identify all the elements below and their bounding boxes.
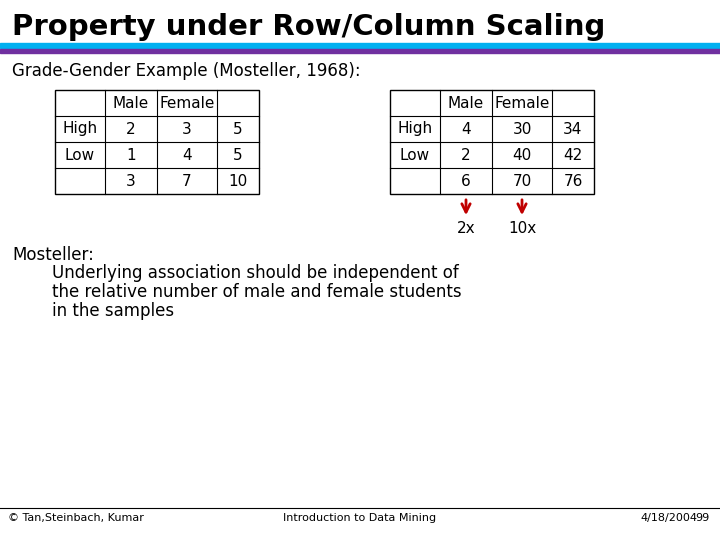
Text: in the samples: in the samples bbox=[52, 302, 174, 320]
Text: 30: 30 bbox=[513, 122, 531, 137]
Text: 1: 1 bbox=[126, 147, 136, 163]
Text: 3: 3 bbox=[126, 173, 136, 188]
Text: 42: 42 bbox=[563, 147, 582, 163]
Text: the relative number of male and female students: the relative number of male and female s… bbox=[52, 283, 462, 301]
Text: Grade-Gender Example (Mosteller, 1968):: Grade-Gender Example (Mosteller, 1968): bbox=[12, 62, 361, 80]
Text: Female: Female bbox=[495, 96, 549, 111]
Text: 5: 5 bbox=[233, 122, 243, 137]
Text: High: High bbox=[63, 122, 98, 137]
Text: Female: Female bbox=[159, 96, 215, 111]
Text: Introduction to Data Mining: Introduction to Data Mining bbox=[284, 513, 436, 523]
Text: 10x: 10x bbox=[508, 221, 536, 236]
Text: Low: Low bbox=[400, 147, 430, 163]
Text: 4: 4 bbox=[462, 122, 471, 137]
Text: 7: 7 bbox=[182, 173, 192, 188]
Text: Mosteller:: Mosteller: bbox=[12, 246, 94, 264]
Text: 3: 3 bbox=[182, 122, 192, 137]
Text: 40: 40 bbox=[513, 147, 531, 163]
Text: 10: 10 bbox=[228, 173, 248, 188]
Text: 4: 4 bbox=[182, 147, 192, 163]
Text: © Tan,Steinbach, Kumar: © Tan,Steinbach, Kumar bbox=[8, 513, 144, 523]
Text: 6: 6 bbox=[461, 173, 471, 188]
Bar bbox=[55, 90, 259, 194]
Text: Male: Male bbox=[113, 96, 149, 111]
Text: Underlying association should be independent of: Underlying association should be indepen… bbox=[52, 264, 459, 282]
Text: Male: Male bbox=[448, 96, 484, 111]
Text: 70: 70 bbox=[513, 173, 531, 188]
Text: 76: 76 bbox=[563, 173, 582, 188]
Text: 4/18/2004: 4/18/2004 bbox=[640, 513, 697, 523]
Text: Property under Row/Column Scaling: Property under Row/Column Scaling bbox=[12, 13, 606, 41]
Text: 34: 34 bbox=[563, 122, 582, 137]
Bar bbox=[390, 90, 594, 194]
Text: High: High bbox=[397, 122, 433, 137]
Text: 2: 2 bbox=[462, 147, 471, 163]
Text: 5: 5 bbox=[233, 147, 243, 163]
Text: 2: 2 bbox=[126, 122, 136, 137]
Text: Low: Low bbox=[65, 147, 95, 163]
Bar bbox=[0, 49, 720, 53]
Text: 99: 99 bbox=[696, 513, 710, 523]
Bar bbox=[0, 43, 720, 48]
Text: 2x: 2x bbox=[456, 221, 475, 236]
